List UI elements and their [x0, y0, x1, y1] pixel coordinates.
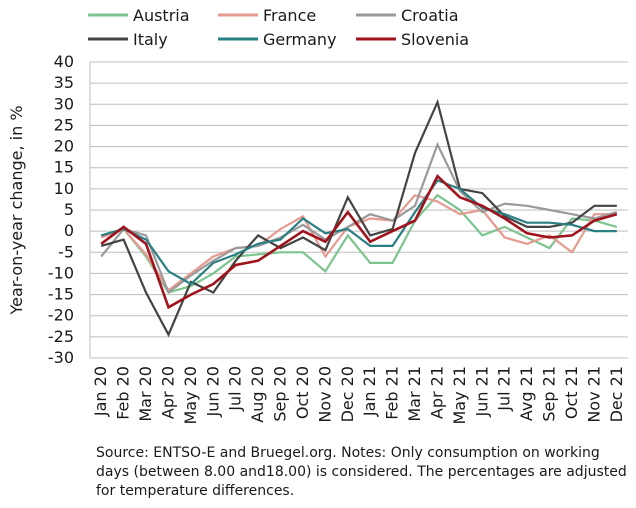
legend-label: Germany: [263, 30, 337, 49]
x-tick-label: Dec 20: [338, 366, 357, 422]
x-tick-label: Jul 21: [495, 366, 514, 412]
y-tick-label: -20: [48, 306, 74, 325]
x-tick-label: Sep 20: [271, 366, 290, 422]
y-tick-label: -5: [58, 242, 74, 261]
legend-label: Austria: [133, 6, 190, 25]
legend-label: France: [263, 6, 316, 25]
x-tick-label: Avg 21: [517, 366, 536, 421]
series-line-italy: [100, 98, 617, 338]
legend-item-france: France: [218, 6, 316, 25]
x-axis-ticks: Jan 20 Feb 20 Mar 20 Apr 20 May 20 Jun 20 Jul …: [91, 366, 626, 425]
y-tick-label: 5: [64, 200, 74, 219]
y-tick-label: 15: [54, 158, 74, 177]
x-tick-label: Apr 20: [158, 366, 177, 419]
y-tick-label: 0: [64, 221, 74, 240]
source-note: Source: ENTSO-E and Bruegel.org. Notes: …: [96, 445, 627, 499]
legend-label: Italy: [133, 30, 168, 49]
x-tick-label: Dec 21: [607, 366, 626, 422]
x-tick-label: Mar 21: [405, 366, 424, 422]
y-tick-label: 35: [54, 73, 74, 92]
x-tick-label: Feb 21: [383, 366, 402, 420]
legend-label: Slovenia: [401, 30, 469, 49]
y-tick-label: 40: [54, 52, 74, 71]
series-line-france: [100, 193, 617, 292]
y-tick-label: -10: [48, 263, 74, 282]
x-tick-label: Feb 20: [114, 366, 133, 420]
x-tick-label: May 21: [450, 366, 469, 425]
series-lines: [100, 98, 618, 338]
x-tick-label: Jun 20: [203, 366, 222, 417]
y-tick-label: -25: [48, 327, 74, 346]
y-axis-ticks: 40 35 30 25 20 15 10 5 0 -5 -10 -15 -20 -25 -30: [48, 52, 74, 367]
legend-item-austria: Austria: [88, 6, 190, 25]
x-tick-label: Oct 20: [293, 366, 312, 419]
x-tick-label: Aug 20: [248, 366, 267, 423]
x-tick-label: Nov 20: [315, 366, 334, 423]
legend-item-italy: Italy: [88, 30, 168, 49]
y-tick-label: 10: [54, 179, 74, 198]
series-line-austria: [100, 193, 618, 294]
y-tick-label: 20: [54, 137, 74, 156]
y-axis-title: Year-on-year change, in %: [7, 105, 26, 315]
x-tick-label: Oct 21: [562, 366, 581, 419]
series-line-croatia: [100, 141, 618, 295]
legend: Austria France Croatia Italy Germany Slovenia: [88, 6, 469, 49]
x-tick-label: Jun 21: [472, 366, 491, 417]
x-tick-label: Mar 20: [136, 366, 155, 422]
x-tick-label: Nov 21: [584, 366, 603, 423]
legend-item-germany: Germany: [218, 30, 337, 49]
x-tick-label: Jan 20: [91, 366, 110, 417]
series-line-slovenia: [100, 174, 618, 310]
y-tick-label: -15: [48, 285, 74, 304]
y-tick-label: 25: [54, 115, 74, 134]
y-tick-label: 30: [54, 94, 74, 113]
x-tick-label: Apr 21: [427, 366, 446, 419]
legend-label: Croatia: [401, 6, 459, 25]
grid-lines: [89, 61, 628, 359]
series-line-germany: [100, 179, 617, 286]
x-tick-label: Jul 20: [226, 366, 245, 412]
y-tick-label: -30: [48, 348, 74, 367]
x-tick-label: May 20: [181, 366, 200, 425]
legend-item-croatia: Croatia: [356, 6, 459, 25]
legend-item-slovenia: Slovenia: [356, 30, 469, 49]
x-tick-label: Jan 21: [360, 366, 379, 417]
x-tick-label: Sep 21: [540, 366, 559, 422]
